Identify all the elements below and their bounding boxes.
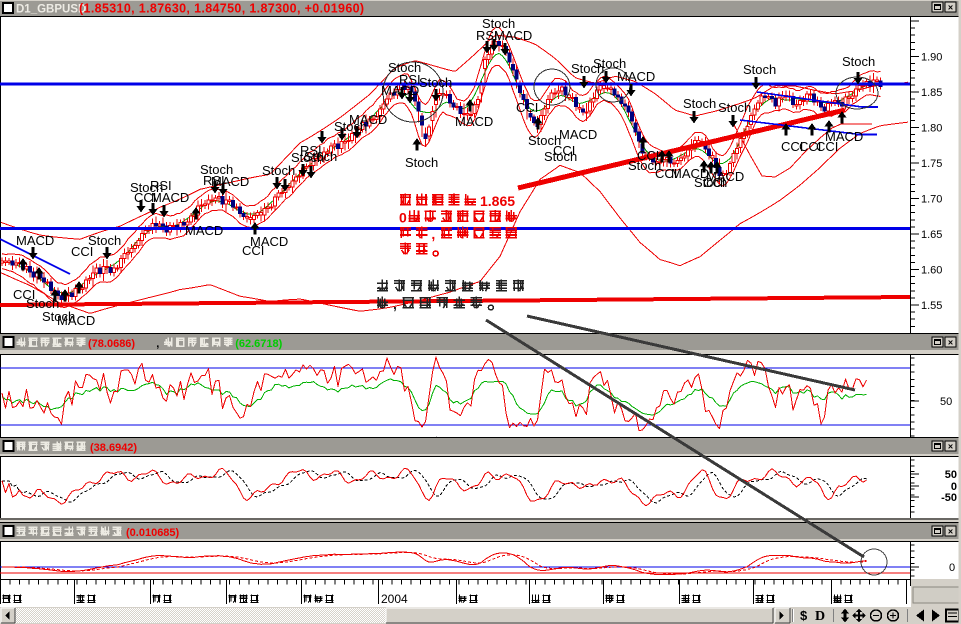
svg-text:0: 0 bbox=[951, 481, 957, 493]
svg-text:Stoch: Stoch bbox=[88, 233, 121, 248]
svg-text:MACD: MACD bbox=[185, 223, 223, 238]
svg-text:1.90: 1.90 bbox=[921, 52, 942, 64]
svg-text:Stoch: Stoch bbox=[26, 296, 59, 311]
svg-text:(0.010685): (0.010685) bbox=[126, 527, 180, 539]
svg-text:1.55: 1.55 bbox=[921, 300, 942, 312]
svg-text:Stoch: Stoch bbox=[718, 100, 751, 115]
svg-text:MACD: MACD bbox=[16, 233, 54, 248]
svg-text:(78.0686): (78.0686) bbox=[88, 338, 135, 350]
svg-text:0: 0 bbox=[949, 562, 955, 574]
svg-text:50: 50 bbox=[945, 469, 957, 481]
svg-text:CCI: CCI bbox=[637, 148, 659, 163]
svg-text:CCI: CCI bbox=[781, 139, 803, 154]
svg-text:MACD: MACD bbox=[825, 129, 863, 144]
svg-text:MACD: MACD bbox=[455, 114, 493, 129]
svg-text:Stoch: Stoch bbox=[388, 60, 421, 75]
svg-text:MACD: MACD bbox=[559, 127, 597, 142]
svg-text:1.85: 1.85 bbox=[921, 87, 942, 99]
svg-text:MACD: MACD bbox=[211, 174, 249, 189]
svg-text:-50: -50 bbox=[941, 492, 957, 504]
svg-text:MACD: MACD bbox=[250, 234, 288, 249]
svg-text:CCI: CCI bbox=[13, 287, 35, 302]
svg-text:RSI: RSI bbox=[203, 173, 225, 188]
svg-text:(1.85310, 1.87630, 1.84750, 1.: (1.85310, 1.87630, 1.84750, 1.87300, +0.… bbox=[79, 2, 364, 16]
svg-text:×: × bbox=[948, 3, 953, 13]
svg-text:Stoch: Stoch bbox=[683, 96, 716, 111]
svg-text:Stoch: Stoch bbox=[544, 149, 577, 164]
svg-text:CCI: CCI bbox=[553, 143, 575, 158]
svg-text:D1_GBPUSD: D1_GBPUSD bbox=[16, 4, 86, 16]
svg-text:1.60: 1.60 bbox=[921, 265, 942, 277]
svg-text:×: × bbox=[948, 338, 953, 348]
svg-text:CCI: CCI bbox=[655, 166, 677, 181]
svg-text:1.75: 1.75 bbox=[921, 158, 942, 170]
svg-text:RSI: RSI bbox=[399, 72, 421, 87]
svg-text:Stoch: Stoch bbox=[842, 54, 875, 69]
svg-text:Stoch: Stoch bbox=[628, 158, 661, 173]
svg-text:Stoch: Stoch bbox=[262, 163, 295, 178]
svg-text:Stoch: Stoch bbox=[593, 56, 626, 71]
svg-text:Stoch: Stoch bbox=[743, 62, 776, 77]
svg-text:CCI: CCI bbox=[799, 139, 821, 154]
svg-text:Stoch: Stoch bbox=[405, 155, 438, 170]
svg-text:RSI: RSI bbox=[300, 143, 322, 158]
svg-text:(62.6718): (62.6718) bbox=[235, 338, 282, 350]
svg-text:2004: 2004 bbox=[381, 592, 408, 606]
svg-text:(38.6942): (38.6942) bbox=[90, 442, 137, 454]
svg-text:RSI: RSI bbox=[476, 28, 498, 43]
svg-text:MACD: MACD bbox=[57, 313, 95, 328]
svg-text:$: $ bbox=[800, 608, 808, 623]
svg-text:Stoch: Stoch bbox=[291, 150, 324, 165]
svg-text:,: , bbox=[393, 296, 397, 312]
svg-text:CCI: CCI bbox=[71, 244, 93, 259]
svg-text:Stoch: Stoch bbox=[694, 175, 727, 190]
svg-text:Stoch: Stoch bbox=[528, 133, 561, 148]
svg-text:,: , bbox=[156, 338, 159, 350]
svg-text:Stoch: Stoch bbox=[42, 309, 75, 324]
svg-text:CCI: CCI bbox=[816, 139, 838, 154]
svg-text:D: D bbox=[815, 609, 825, 624]
svg-text:,: , bbox=[431, 226, 435, 242]
svg-text:1.80: 1.80 bbox=[921, 123, 942, 135]
svg-text:1.865: 1.865 bbox=[480, 193, 515, 209]
svg-text:CCI: CCI bbox=[703, 175, 725, 190]
svg-text:MACD: MACD bbox=[671, 166, 709, 181]
svg-text:Stoch: Stoch bbox=[200, 162, 233, 177]
svg-text:0: 0 bbox=[399, 209, 407, 225]
svg-text:×: × bbox=[948, 442, 953, 452]
svg-text:RSI: RSI bbox=[150, 178, 172, 193]
svg-text:Stoch: Stoch bbox=[130, 180, 163, 195]
svg-text:St6ch: St6ch bbox=[304, 149, 337, 164]
svg-text:50: 50 bbox=[940, 396, 952, 408]
svg-text:MACD: MACD bbox=[151, 190, 189, 205]
svg-text:MACD: MACD bbox=[494, 28, 532, 43]
svg-text:MACD: MACD bbox=[349, 112, 387, 127]
svg-text:1.65: 1.65 bbox=[921, 229, 942, 241]
svg-text:Stoch: Stoch bbox=[419, 75, 452, 90]
svg-text:CCI: CCI bbox=[516, 100, 538, 115]
svg-text:Stoch: Stoch bbox=[571, 61, 604, 76]
svg-text:Stoch: Stoch bbox=[482, 16, 515, 31]
svg-text:×: × bbox=[948, 527, 953, 537]
svg-text:1.70: 1.70 bbox=[921, 194, 942, 206]
svg-text:MACD: MACD bbox=[617, 69, 655, 84]
svg-text:CCI: CCI bbox=[242, 243, 264, 258]
